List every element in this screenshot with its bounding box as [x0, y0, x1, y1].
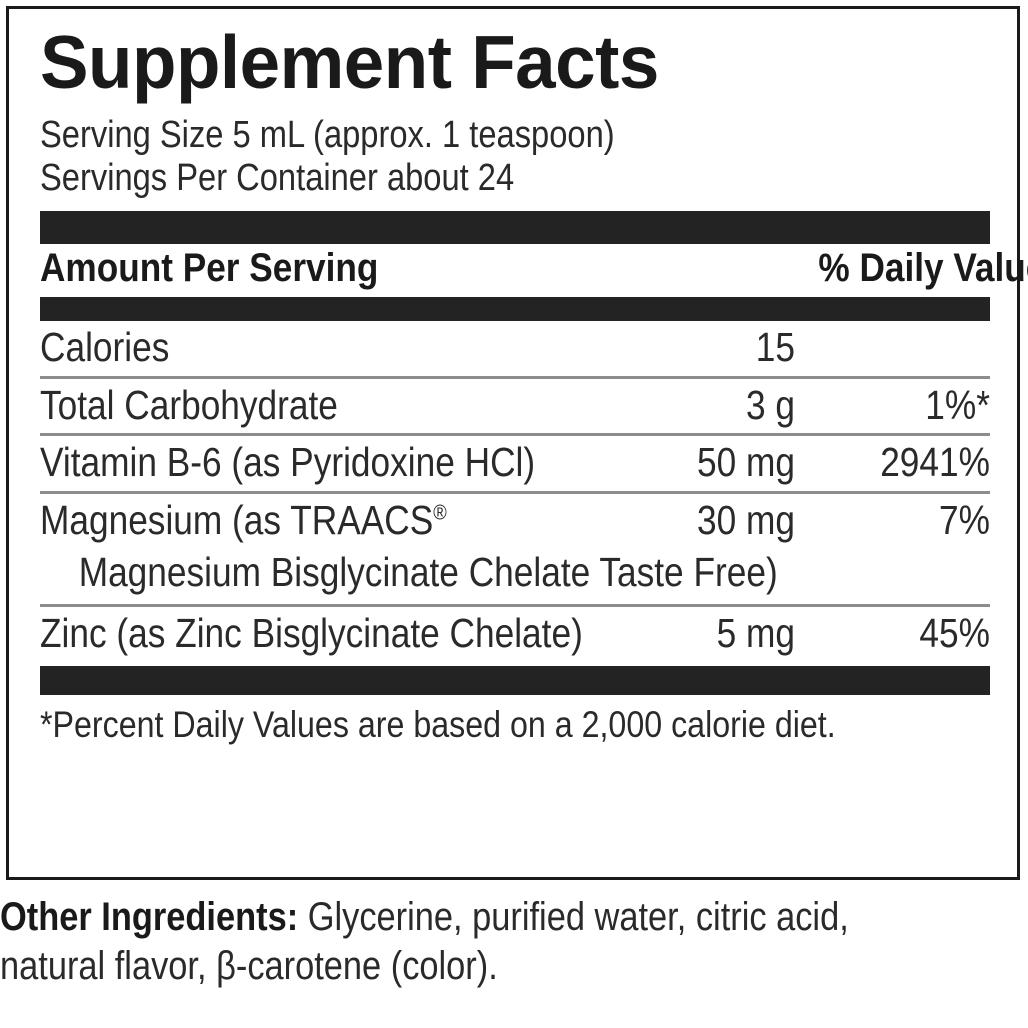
table-row: Magnesium (as TRAACS® 30 mg 7%: [40, 494, 990, 549]
nutrient-name: Magnesium (as TRAACS®: [40, 497, 517, 544]
nutrient-name-cell: Magnesium (as TRAACS®: [40, 497, 595, 544]
nutrient-name-cell: Total Carbohydrate: [40, 382, 595, 429]
nutrient-dv-cell: 7%: [795, 497, 990, 544]
header-bar-bottom: [40, 296, 990, 321]
nutrient-name-cell: Zinc (as Zinc Bisglycinate Chelate): [40, 610, 595, 657]
table-header-row: Amount Per Serving % Daily Value: [40, 244, 1028, 293]
serving-size-text: Serving Size 5 mL (approx. 1 teaspoon): [40, 114, 615, 156]
other-ingredients-label: Other Ingredients:: [0, 895, 299, 939]
table-row: Vitamin B-6 (as Pyridoxine HCl) 50 mg 29…: [40, 436, 990, 491]
facts-panel-inner: Supplement Facts Serving Size 5 mL (appr…: [40, 9, 1028, 747]
nutrient-amount-cell: 50 mg: [595, 439, 795, 486]
row-separator: [40, 603, 990, 607]
page-title: Supplement Facts: [40, 20, 659, 104]
table-row: Zinc (as Zinc Bisglycinate Chelate) 5 mg…: [40, 607, 990, 662]
nutrient-dv: 45%: [919, 609, 990, 656]
nutrient-dv: 2941%: [880, 439, 990, 486]
nutrient-name-text: Magnesium (as TRAACS: [40, 497, 434, 544]
table-row: Total Carbohydrate 3 g 1%*: [40, 379, 990, 434]
nutrient-dv: 1%*: [925, 381, 990, 428]
serving-info-block: Serving Size 5 mL (approx. 1 teaspoon) S…: [40, 114, 990, 200]
nutrient-amount-cell: 30 mg: [595, 497, 795, 544]
nutrient-dv-cell: 1%*: [795, 382, 990, 429]
nutrient-amount: 15: [755, 323, 795, 370]
registered-trademark-icon: ®: [433, 500, 447, 525]
daily-value-footnote: *Percent Daily Values are based on a 2,0…: [40, 704, 836, 746]
other-ingredients-line-2: natural flavor, β-carotene (color).: [0, 943, 498, 988]
nutrient-name: Calories: [40, 323, 170, 370]
amount-header-cell: Amount Per Serving: [40, 246, 795, 290]
footer-bar: [40, 666, 990, 696]
table-row: Calories 15: [40, 321, 990, 376]
nutrient-dv-cell: 45%: [795, 610, 990, 657]
nutrient-amount: 30 mg: [697, 497, 795, 544]
nutrient-amount-cell: 15: [595, 324, 795, 371]
nutrient-amount-cell: 3 g: [595, 382, 795, 429]
nutrient-amount: 3 g: [745, 381, 795, 428]
nutrient-name: Vitamin B-6 (as Pyridoxine HCl): [40, 439, 536, 486]
nutrient-name-cell: Vitamin B-6 (as Pyridoxine HCl): [40, 439, 595, 486]
nutrient-name-continuation: Magnesium Bisglycinate Chelate Taste Fre…: [78, 548, 778, 595]
nutrient-name-cell: Calories: [40, 324, 595, 371]
other-ingredients-block: Other Ingredients: Glycerine, purified w…: [0, 893, 1028, 991]
nutrient-amount: 50 mg: [697, 439, 795, 486]
nutrient-amount-cell: 5 mg: [595, 610, 795, 657]
servings-per-container-text: Servings Per Container about 24: [40, 156, 515, 199]
other-ingredients-line-1: Other Ingredients: Glycerine, purified w…: [0, 893, 884, 942]
nutrient-name: Total Carbohydrate: [40, 381, 338, 428]
amount-per-serving-label: Amount Per Serving: [40, 245, 379, 290]
percent-daily-value-label: % Daily Value: [818, 245, 1028, 290]
row-separator: [40, 433, 990, 437]
header-bar-top: [40, 210, 990, 244]
other-ingredients-text-1: Glycerine, purified water, citric acid,: [298, 895, 849, 939]
nutrient-dv: 7%: [939, 497, 990, 544]
nutrient-amount: 5 mg: [716, 609, 795, 656]
daily-value-header-cell: % Daily Value: [795, 245, 1028, 290]
row-separator: [40, 375, 990, 379]
row-separator: [40, 491, 990, 495]
facts-panel: Supplement Facts Serving Size 5 mL (appr…: [6, 6, 1028, 880]
nutrient-name: Zinc (as Zinc Bisglycinate Chelate): [40, 609, 583, 656]
nutrient-dv-cell: 2941%: [795, 439, 990, 486]
